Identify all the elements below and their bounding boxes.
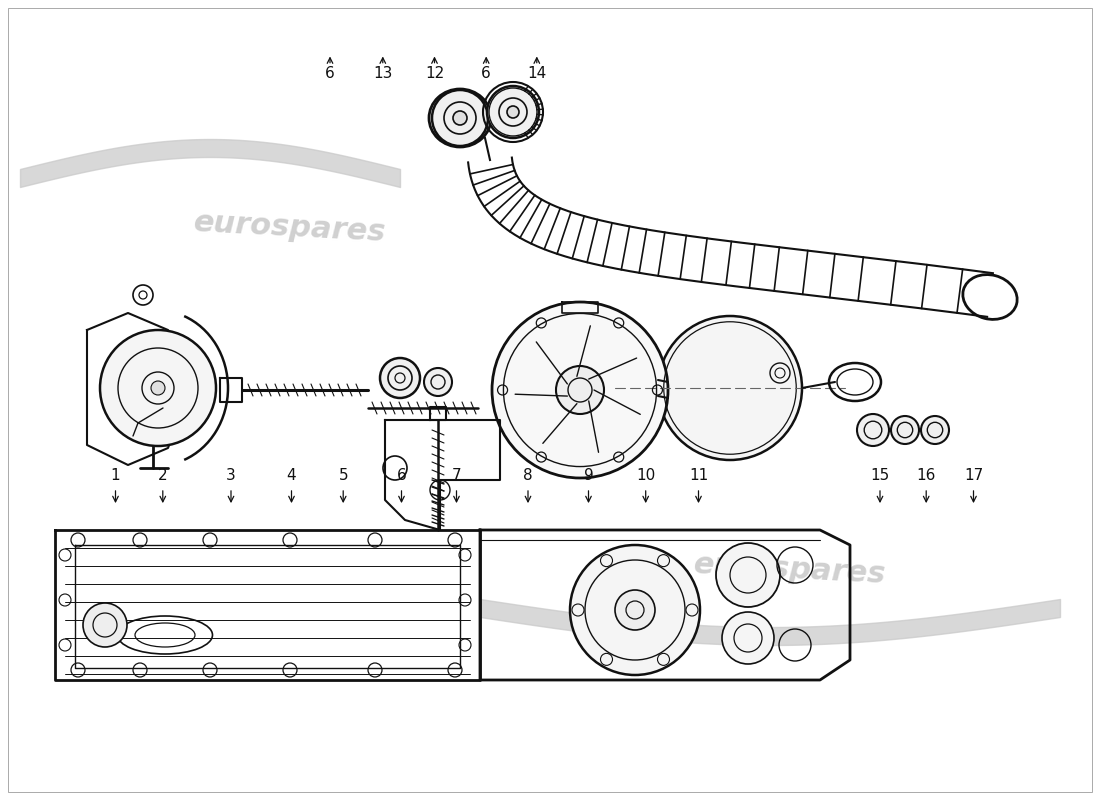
Text: 15: 15 (870, 469, 890, 483)
Circle shape (570, 545, 700, 675)
Circle shape (716, 543, 780, 607)
Text: 9: 9 (584, 469, 593, 483)
Circle shape (453, 111, 468, 125)
Text: 13: 13 (373, 66, 393, 81)
Text: 7: 7 (452, 469, 461, 483)
Text: 1: 1 (111, 469, 120, 483)
Circle shape (424, 368, 452, 396)
Circle shape (615, 590, 654, 630)
Circle shape (507, 106, 519, 118)
Circle shape (891, 416, 918, 444)
Text: 11: 11 (689, 469, 708, 483)
Circle shape (722, 612, 774, 664)
Circle shape (556, 366, 604, 414)
Text: 6: 6 (482, 66, 491, 81)
Text: 4: 4 (287, 469, 296, 483)
Circle shape (151, 381, 165, 395)
Text: 12: 12 (425, 66, 444, 81)
Text: 8: 8 (524, 469, 532, 483)
Circle shape (921, 416, 949, 444)
Circle shape (379, 358, 420, 398)
Text: 2: 2 (158, 469, 167, 483)
Text: 6: 6 (397, 469, 406, 483)
Circle shape (857, 414, 889, 446)
Circle shape (82, 603, 126, 647)
Text: 5: 5 (339, 469, 348, 483)
Circle shape (100, 330, 216, 446)
Text: 3: 3 (227, 469, 235, 483)
Text: 14: 14 (527, 66, 547, 81)
Text: 6: 6 (326, 66, 334, 81)
Text: 16: 16 (916, 469, 936, 483)
Text: 10: 10 (636, 469, 656, 483)
Polygon shape (469, 158, 993, 317)
Circle shape (139, 291, 147, 299)
Circle shape (492, 302, 668, 478)
Text: eurospares: eurospares (693, 550, 887, 590)
Text: 17: 17 (964, 469, 983, 483)
Circle shape (658, 316, 802, 460)
Circle shape (432, 90, 488, 146)
Text: eurospares: eurospares (192, 209, 387, 247)
Circle shape (487, 86, 539, 138)
